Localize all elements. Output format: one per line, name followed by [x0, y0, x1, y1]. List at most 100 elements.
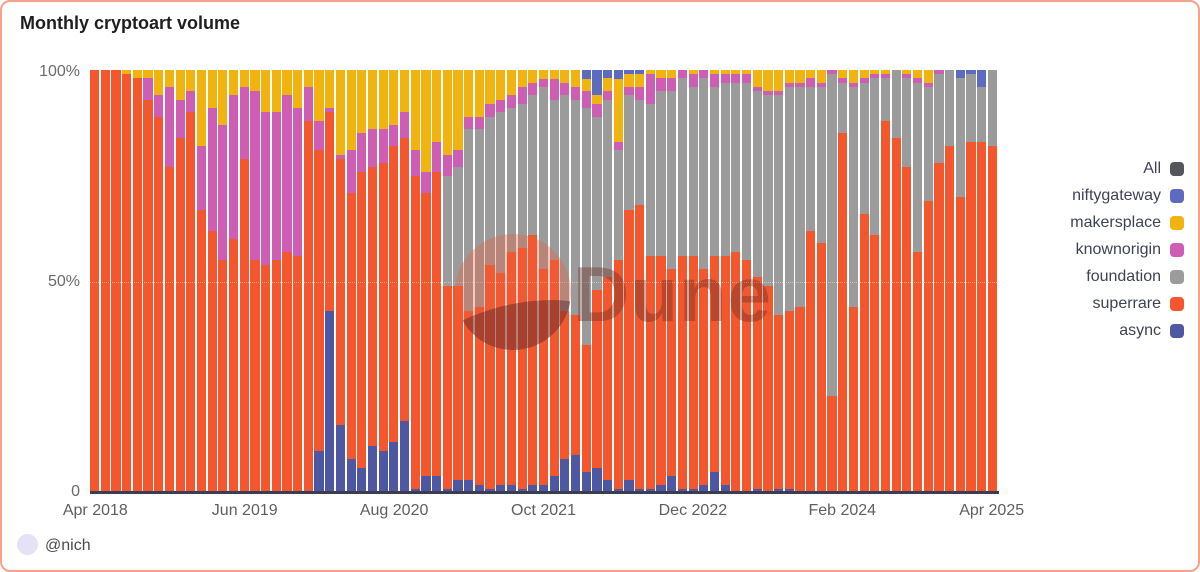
stacked-bar[interactable]	[955, 70, 965, 493]
legend-item-superrare[interactable]: superrare	[1093, 295, 1184, 313]
stacked-bar[interactable]	[624, 70, 634, 493]
stacked-bar[interactable]	[100, 70, 110, 493]
stacked-bar[interactable]	[912, 70, 923, 493]
bar-segment-superrare	[592, 289, 602, 468]
legend-item-makersplace[interactable]: makersplace	[1070, 214, 1184, 232]
stacked-bar[interactable]	[688, 70, 698, 493]
stacked-bar[interactable]	[346, 70, 356, 493]
stacked-bar[interactable]	[485, 70, 495, 493]
stacked-bar[interactable]	[581, 70, 591, 493]
stacked-bar[interactable]	[282, 70, 292, 493]
legend-item-async[interactable]: async	[1119, 322, 1184, 340]
stacked-bar[interactable]	[143, 70, 153, 493]
stacked-bar[interactable]	[239, 70, 249, 493]
stacked-bar[interactable]	[528, 70, 538, 493]
stacked-bar[interactable]	[90, 70, 100, 493]
legend-swatch-icon	[1170, 270, 1184, 284]
stacked-bar[interactable]	[592, 70, 602, 493]
bar-segment-async	[506, 484, 516, 493]
bar-segment-knownorigin	[784, 82, 794, 87]
stacked-bar[interactable]	[699, 70, 709, 493]
stacked-bar[interactable]	[271, 70, 281, 493]
stacked-bar[interactable]	[410, 70, 420, 493]
stacked-bar[interactable]	[667, 70, 677, 493]
stacked-bar[interactable]	[827, 70, 837, 493]
stacked-bar[interactable]	[293, 70, 303, 493]
stacked-bar[interactable]	[934, 70, 944, 493]
stacked-bar[interactable]	[496, 70, 506, 493]
stacked-bar[interactable]	[656, 70, 666, 493]
stacked-bar[interactable]	[720, 70, 730, 493]
stacked-bar[interactable]	[154, 70, 164, 493]
stacked-bar[interactable]	[677, 70, 687, 493]
bar-segment-superrare	[143, 99, 153, 493]
stacked-bar[interactable]	[325, 70, 335, 493]
stacked-bar[interactable]	[966, 70, 976, 493]
stacked-bar[interactable]	[196, 70, 207, 493]
stacked-bar[interactable]	[228, 70, 239, 493]
stacked-bar[interactable]	[603, 70, 613, 493]
stacked-bar[interactable]	[538, 70, 549, 493]
stacked-bar[interactable]	[816, 70, 826, 493]
stacked-bar[interactable]	[838, 70, 848, 493]
stacked-bar[interactable]	[709, 70, 720, 493]
stacked-bar[interactable]	[335, 70, 345, 493]
x-axis-label: Dec 2022	[658, 502, 728, 519]
bar-segment-superrare	[496, 273, 506, 485]
stacked-bar[interactable]	[378, 70, 388, 493]
legend-item-foundation[interactable]: foundation	[1086, 268, 1184, 286]
stacked-bar[interactable]	[399, 70, 410, 493]
stacked-bar[interactable]	[357, 70, 367, 493]
stacked-bar[interactable]	[549, 70, 559, 493]
stacked-bar[interactable]	[432, 70, 442, 493]
stacked-bar[interactable]	[175, 70, 185, 493]
stacked-bar[interactable]	[859, 70, 869, 493]
stacked-bar[interactable]	[880, 70, 891, 493]
stacked-bar[interactable]	[453, 70, 463, 493]
stacked-bar[interactable]	[752, 70, 762, 493]
stacked-bar[interactable]	[987, 70, 997, 493]
stacked-bar[interactable]	[122, 70, 132, 493]
stacked-bar[interactable]	[645, 70, 655, 493]
stacked-bar[interactable]	[218, 70, 228, 493]
stacked-bar[interactable]	[741, 70, 752, 493]
stacked-bar[interactable]	[207, 70, 217, 493]
legend-item-niftygateway[interactable]: niftygateway	[1072, 187, 1184, 205]
stacked-bar[interactable]	[731, 70, 741, 493]
stacked-bar[interactable]	[635, 70, 645, 493]
stacked-bar[interactable]	[250, 70, 260, 493]
legend-item-knownorigin[interactable]: knownorigin	[1076, 241, 1184, 259]
stacked-bar[interactable]	[464, 70, 474, 493]
stacked-bar[interactable]	[389, 70, 399, 493]
stacked-bar[interactable]	[923, 70, 933, 493]
stacked-bar[interactable]	[421, 70, 431, 493]
stacked-bar[interactable]	[132, 70, 142, 493]
stacked-bar[interactable]	[560, 70, 570, 493]
stacked-bar[interactable]	[186, 70, 196, 493]
stacked-bar[interactable]	[261, 70, 271, 493]
stacked-bar[interactable]	[763, 70, 773, 493]
bar-segment-foundation	[667, 91, 677, 269]
stacked-bar[interactable]	[303, 70, 313, 493]
stacked-bar[interactable]	[517, 70, 527, 493]
stacked-bar[interactable]	[891, 70, 901, 493]
stacked-bar[interactable]	[164, 70, 174, 493]
stacked-bar[interactable]	[870, 70, 880, 493]
stacked-bar[interactable]	[945, 70, 955, 493]
stacked-bar[interactable]	[774, 70, 784, 493]
stacked-bar[interactable]	[977, 70, 987, 493]
stacked-bar[interactable]	[902, 70, 912, 493]
stacked-bar[interactable]	[506, 70, 516, 493]
stacked-bar[interactable]	[570, 70, 581, 493]
stacked-bar[interactable]	[784, 70, 794, 493]
stacked-bar[interactable]	[613, 70, 623, 493]
stacked-bar[interactable]	[795, 70, 805, 493]
legend-item-all[interactable]: All	[1143, 160, 1184, 178]
stacked-bar[interactable]	[442, 70, 452, 493]
stacked-bar[interactable]	[367, 70, 378, 493]
stacked-bar[interactable]	[474, 70, 484, 493]
stacked-bar[interactable]	[848, 70, 858, 493]
stacked-bar[interactable]	[806, 70, 816, 493]
stacked-bar[interactable]	[111, 70, 121, 493]
stacked-bar[interactable]	[314, 70, 324, 493]
